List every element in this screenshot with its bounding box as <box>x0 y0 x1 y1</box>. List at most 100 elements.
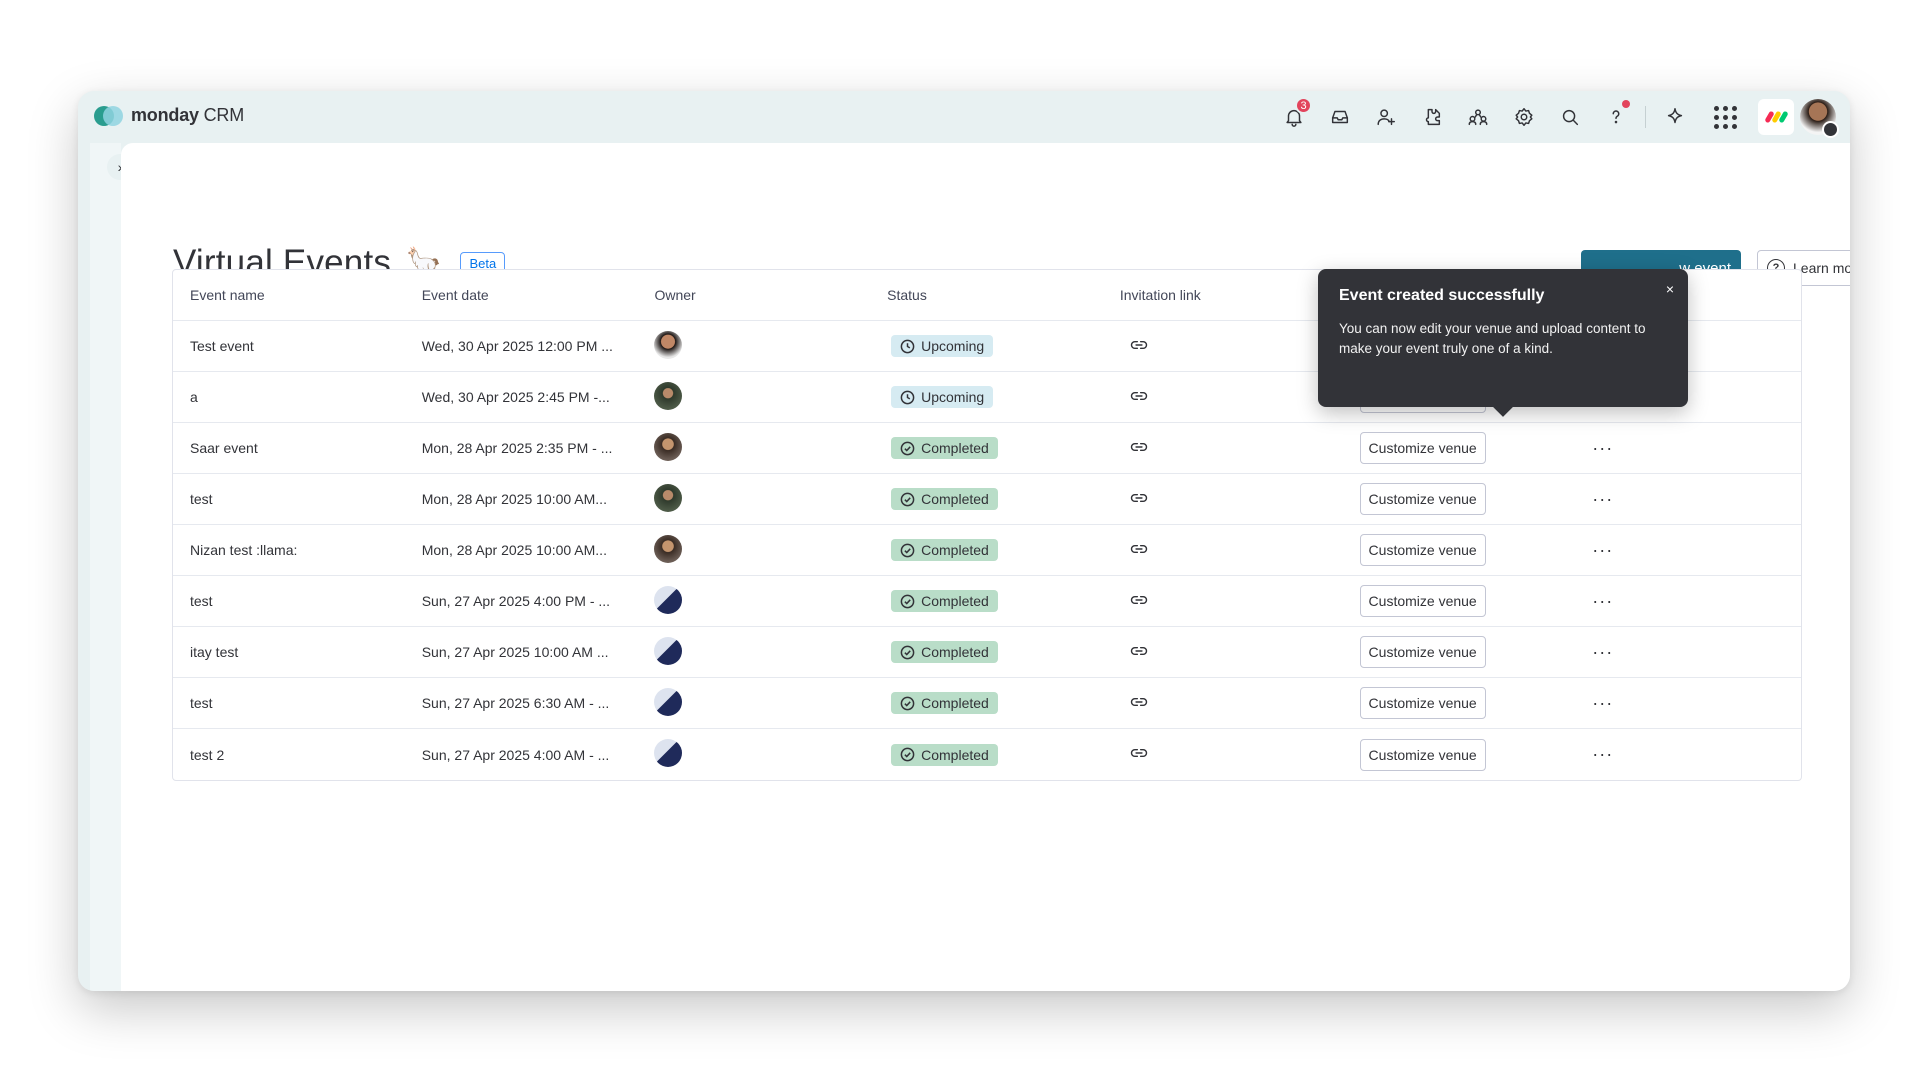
settings-button[interactable] <box>1501 91 1547 143</box>
copy-link-icon[interactable] <box>1129 743 1149 763</box>
event-date: Wed, 30 Apr 2025 12:00 PM ... <box>421 338 613 354</box>
table-row[interactable]: test Sun, 27 Apr 2025 6:30 AM - ... Comple… <box>173 678 1801 729</box>
more-options-icon[interactable]: ··· <box>1592 539 1614 560</box>
event-name[interactable]: test <box>190 695 213 711</box>
more-options-icon[interactable]: ··· <box>1592 744 1614 764</box>
events-table: Event name Event date Owner Status Invit… <box>172 269 1802 781</box>
table-body: Test event Wed, 30 Apr 2025 12:00 PM ... U… <box>173 321 1801 780</box>
search-icon <box>1562 109 1579 126</box>
status-label: Completed <box>921 695 989 711</box>
copy-link-icon[interactable] <box>1129 539 1149 559</box>
apps-menu-button[interactable] <box>1698 91 1752 143</box>
status-label: Completed <box>921 593 989 609</box>
chevron-right-icon: › <box>117 159 123 175</box>
owner-avatar[interactable] <box>654 687 683 716</box>
owner-avatar[interactable] <box>654 739 683 767</box>
check-circle-icon <box>900 747 915 762</box>
integrations-button[interactable] <box>1409 91 1455 143</box>
table-row[interactable]: test Sun, 27 Apr 2025 4:00 PM - ... Comple… <box>173 576 1801 627</box>
top-bar: monday CRM 3 <box>78 91 1850 143</box>
header-owner: Owner <box>654 287 696 303</box>
ai-assistant-button[interactable] <box>1652 91 1698 143</box>
top-bar-actions: 3 <box>1271 91 1850 143</box>
check-circle-icon <box>900 696 915 711</box>
clock-icon <box>900 339 915 354</box>
event-name[interactable]: test <box>190 491 213 507</box>
customize-venue-button[interactable]: Customize venue <box>1359 585 1486 617</box>
inbox-icon <box>1331 110 1349 124</box>
status-badge: Completed <box>891 692 998 714</box>
more-options-icon[interactable]: ··· <box>1592 437 1614 458</box>
table-row[interactable]: Saar event Mon, 28 Apr 2025 2:35 PM - ...… <box>173 423 1801 474</box>
copy-link-icon[interactable] <box>1129 641 1149 661</box>
owner-avatar[interactable] <box>654 585 683 614</box>
table-row[interactable]: test 2 Sun, 27 Apr 2025 4:00 AM - ... Comp… <box>173 729 1801 780</box>
status-badge: Completed <box>891 539 998 561</box>
header-status: Status <box>887 287 927 303</box>
event-name[interactable]: test <box>190 593 213 609</box>
table-row[interactable]: test Mon, 28 Apr 2025 10:00 AM... Complete… <box>173 474 1801 525</box>
customize-venue-button[interactable]: Customize venue <box>1359 738 1486 771</box>
copy-link-icon[interactable] <box>1129 386 1149 406</box>
inbox-button[interactable] <box>1317 91 1363 143</box>
event-date: Wed, 30 Apr 2025 2:45 PM -... <box>421 389 610 405</box>
status-label: Completed <box>921 491 989 507</box>
learn-more-button[interactable]: ? Learn more <box>1757 250 1850 286</box>
event-name[interactable]: Saar event <box>190 440 258 456</box>
puzzle-icon <box>1425 108 1441 126</box>
status-badge: Completed <box>891 488 998 510</box>
status-badge: Completed <box>891 590 998 612</box>
app-logo[interactable]: monday CRM <box>94 105 244 126</box>
copy-link-icon[interactable] <box>1129 437 1149 457</box>
event-name[interactable]: a <box>190 389 198 405</box>
question-icon <box>1612 110 1620 124</box>
more-options-icon[interactable]: ··· <box>1592 692 1614 713</box>
product-switcher[interactable] <box>1758 99 1794 135</box>
table-row[interactable]: Nizan test :llama: Mon, 28 Apr 2025 10:00… <box>173 525 1801 576</box>
copy-link-icon[interactable] <box>1129 488 1149 508</box>
header-event-date: Event date <box>421 287 489 303</box>
help-indicator-dot <box>1622 100 1630 108</box>
status-badge: Completed <box>891 641 998 663</box>
teams-button[interactable] <box>1455 91 1501 143</box>
status-label: Completed <box>921 746 989 763</box>
more-options-icon[interactable]: ··· <box>1592 488 1614 509</box>
more-options-icon[interactable]: ··· <box>1592 590 1614 611</box>
customize-venue-button[interactable]: Customize venue <box>1359 432 1486 464</box>
owner-avatar[interactable] <box>654 636 683 665</box>
invite-members-button[interactable] <box>1363 91 1409 143</box>
owner-avatar[interactable] <box>654 381 683 410</box>
owner-avatar[interactable] <box>654 534 683 563</box>
status-label: Completed <box>921 542 989 558</box>
event-name[interactable]: Test event <box>190 338 254 354</box>
status-badge: Upcoming <box>891 335 994 357</box>
copy-link-icon[interactable] <box>1129 590 1149 610</box>
status-badge: Completed <box>891 743 998 766</box>
customize-venue-button[interactable]: Customize venue <box>1359 687 1486 719</box>
status-label: Upcoming <box>921 338 985 354</box>
notifications-button[interactable]: 3 <box>1271 91 1317 143</box>
close-toast-button[interactable]: × <box>1665 281 1674 297</box>
user-avatar[interactable] <box>1800 99 1839 138</box>
table-row[interactable]: itay test Sun, 27 Apr 2025 10:00 AM ... Co… <box>173 627 1801 678</box>
header-event-name: Event name <box>190 287 265 303</box>
owner-avatar[interactable] <box>654 483 683 512</box>
customize-venue-button[interactable]: Customize venue <box>1359 636 1486 668</box>
copy-link-icon[interactable] <box>1129 335 1149 355</box>
customize-venue-button[interactable]: Customize venue <box>1359 483 1486 515</box>
event-name[interactable]: Nizan test :llama: <box>190 542 298 558</box>
event-name[interactable]: itay test <box>190 644 239 660</box>
event-date: Mon, 28 Apr 2025 10:00 AM... <box>421 491 607 507</box>
event-date: Sun, 27 Apr 2025 4:00 PM - ... <box>421 593 611 609</box>
more-options-icon[interactable]: ··· <box>1592 641 1614 662</box>
search-button[interactable] <box>1547 91 1593 143</box>
copy-link-icon[interactable] <box>1129 692 1149 712</box>
customize-venue-button[interactable]: Customize venue <box>1359 534 1486 566</box>
owner-avatar[interactable] <box>654 432 683 461</box>
check-circle-icon <box>900 594 915 609</box>
left-sidebar <box>90 143 121 991</box>
event-date: Sun, 27 Apr 2025 6:30 AM - ... <box>421 695 610 711</box>
help-button[interactable] <box>1593 91 1639 143</box>
event-name[interactable]: test 2 <box>190 746 225 763</box>
owner-avatar[interactable] <box>654 330 683 359</box>
